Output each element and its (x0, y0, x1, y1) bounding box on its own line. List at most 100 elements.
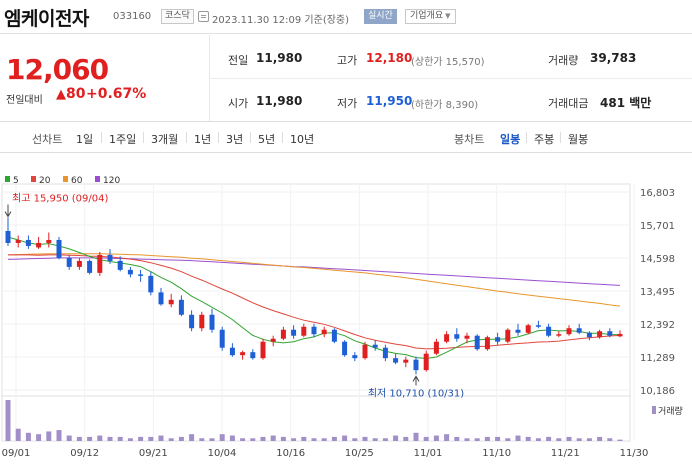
open-value: 11,980 (256, 94, 303, 108)
candle-chart-label: 봉차트 (454, 133, 485, 146)
volume-bar (240, 438, 246, 441)
divider (143, 132, 144, 143)
candle-body (148, 275, 154, 293)
legend-label: 20 (39, 176, 51, 186)
high-label: 고가 (337, 54, 358, 67)
low-annotation: 최저 10,710 (10/31) (368, 387, 464, 399)
x-tick-label: 11/21 (551, 448, 580, 459)
volume-bar (423, 436, 429, 441)
tab-weekly[interactable]: 주봉 (534, 133, 555, 146)
volume-bar (168, 438, 174, 441)
candle-body (576, 328, 582, 333)
tab-1day[interactable]: 1일 (76, 133, 94, 146)
candle-body (311, 326, 317, 335)
volume-bar (46, 431, 52, 441)
tab-5year[interactable]: 5년 (258, 133, 276, 146)
price-info-panel: 12,060 전일대비 ▲80 +0.67% 전일 11,980 고가 12,1… (0, 35, 692, 122)
candle-body (464, 335, 470, 339)
change-value: ▲80 (56, 86, 85, 102)
candle-body (280, 329, 286, 339)
candle-body (597, 331, 603, 338)
candle-body (474, 335, 480, 350)
candle-body (413, 359, 419, 371)
volume-label: 거래량 (548, 54, 579, 67)
stock-code: 033160 (113, 11, 152, 22)
candle-body (97, 254, 103, 273)
volume-bar (260, 436, 266, 441)
realtime-button[interactable]: 실시간 (364, 9, 397, 24)
volume-bar (464, 438, 470, 441)
company-overview-button[interactable]: 기업개요 ▼ (405, 9, 456, 24)
candle-body (382, 347, 388, 359)
candle-body (617, 333, 623, 337)
volume-bar (556, 438, 562, 441)
x-tick-label: 10/04 (208, 448, 237, 459)
candle-body (209, 314, 215, 330)
volume-legend-label: 거래량 (658, 405, 683, 417)
tab-1year[interactable]: 1년 (194, 133, 212, 146)
change-amount: 80 (66, 86, 86, 102)
volume-bar (515, 435, 521, 441)
candle-body (352, 355, 358, 359)
volume-bar (597, 436, 603, 441)
candle-body (158, 292, 164, 305)
x-tick-label: 09/12 (70, 448, 99, 459)
volume-bar (372, 438, 378, 441)
divider (250, 132, 251, 143)
volume-bar (250, 438, 256, 441)
candle-body (535, 325, 541, 327)
volume-bar (25, 432, 31, 441)
candle-body (117, 260, 123, 270)
volume-bar (535, 438, 541, 441)
volume-bar (444, 434, 450, 441)
tab-10year[interactable]: 10년 (290, 133, 315, 146)
volume-bar (229, 435, 235, 441)
volume-bar (138, 436, 144, 441)
y-tick-label: 15,701 (640, 221, 675, 232)
volume-bar (76, 436, 82, 441)
volume-bar (331, 436, 337, 441)
volume-bar (433, 435, 439, 441)
candle-body (342, 341, 348, 356)
legend-swatch (63, 176, 68, 182)
candle-body (56, 239, 62, 258)
upper-limit: (상한가 15,570) (411, 57, 485, 68)
amount-value: 481 백만 (600, 96, 652, 110)
candle-body (229, 347, 235, 356)
tab-3month[interactable]: 3개월 (151, 133, 179, 146)
divider (186, 132, 187, 143)
tab-1week[interactable]: 1주일 (109, 133, 137, 146)
candle-body (495, 337, 501, 342)
price-chart[interactable]: 16,803 15,701 14,598 13,495 12,392 11,289 10,1… (0, 154, 692, 466)
volume-bar (311, 438, 317, 441)
candle-body (168, 299, 174, 305)
volume-bar (36, 434, 42, 441)
line-chart-label: 선차트 (32, 133, 63, 146)
volume-bar (362, 436, 368, 441)
volume-bar (127, 438, 133, 441)
tab-3year[interactable]: 3년 (226, 133, 244, 146)
volume-bar (66, 435, 72, 441)
y-tick-label: 11,289 (640, 353, 675, 364)
candle-body (372, 344, 378, 348)
candle-body (270, 338, 276, 342)
plot-frame (1, 183, 631, 442)
candle-body (291, 329, 297, 336)
low-label: 저가 (337, 97, 358, 110)
low-arrow-head (412, 375, 420, 382)
tab-monthly[interactable]: 월봉 (568, 133, 589, 146)
candle-body (586, 332, 592, 338)
candle-body (5, 230, 11, 243)
tab-daily[interactable]: 일봉 (500, 133, 521, 146)
divider (209, 78, 692, 79)
prev-close-value: 11,980 (256, 51, 303, 65)
volume-bar (301, 436, 307, 441)
candle-body (607, 331, 613, 336)
legend-swatch (95, 176, 100, 182)
candle-body (362, 344, 368, 359)
y-tick-label: 12,392 (640, 320, 675, 331)
volume-bar (393, 435, 399, 441)
candle-body (250, 352, 256, 359)
y-tick-label: 16,803 (640, 188, 675, 199)
volume-bar (454, 436, 460, 441)
